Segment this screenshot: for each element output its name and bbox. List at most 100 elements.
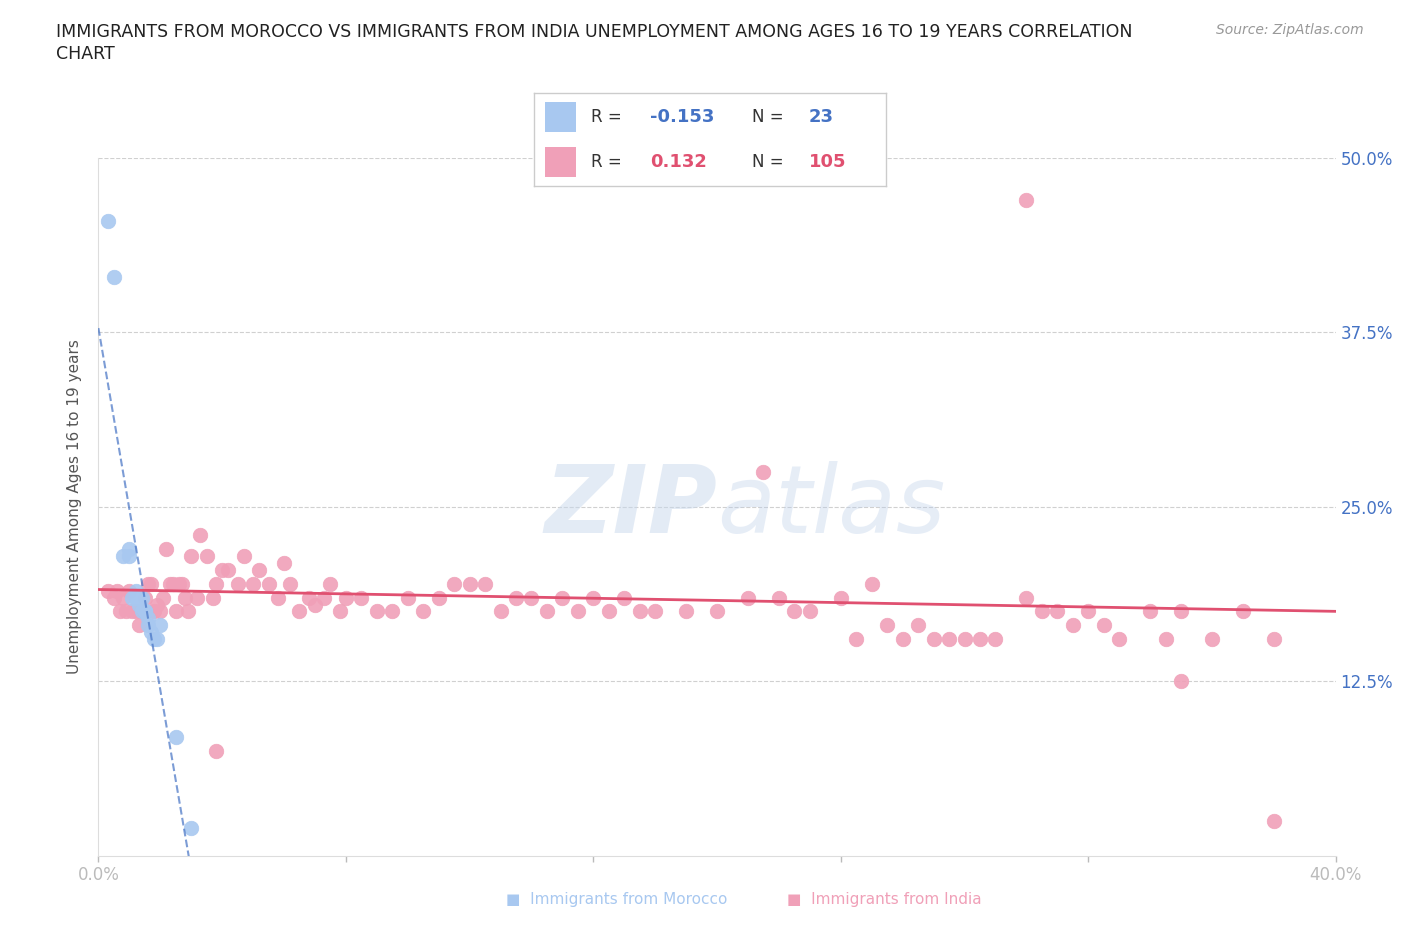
Point [136, 618, 159, 633]
Point [149, 618, 172, 633]
Point [1077, 604, 1099, 619]
Point [675, 604, 697, 619]
Point [969, 632, 991, 647]
Point [180, 549, 202, 564]
Point [505, 591, 527, 605]
Point [124, 604, 146, 619]
Point [242, 577, 264, 591]
Point [1232, 604, 1254, 619]
Point [335, 591, 357, 605]
Point [162, 577, 184, 591]
Point [112, 549, 135, 564]
Point [860, 165, 883, 179]
Point [551, 591, 574, 605]
Point [427, 591, 450, 605]
Point [136, 577, 159, 591]
Point [124, 583, 146, 598]
Point [186, 591, 208, 605]
Point [139, 625, 162, 640]
Point [108, 604, 131, 619]
Text: ■  Immigrants from Morocco: ■ Immigrants from Morocco [506, 892, 727, 907]
Point [134, 604, 156, 619]
Point [1154, 632, 1177, 647]
Point [1015, 591, 1038, 605]
Point [582, 591, 605, 605]
Point [1062, 618, 1084, 633]
Text: ZIP: ZIP [544, 461, 717, 552]
Point [103, 270, 125, 285]
Point [1031, 604, 1053, 619]
Point [752, 465, 775, 480]
Point [412, 604, 434, 619]
Point [443, 577, 465, 591]
Point [830, 591, 852, 605]
FancyBboxPatch shape [544, 147, 576, 177]
Point [232, 549, 254, 564]
Point [165, 729, 187, 744]
Point [177, 604, 200, 619]
Point [143, 632, 166, 647]
Point [1108, 632, 1130, 647]
Point [489, 604, 512, 619]
Point [226, 577, 249, 591]
Point [396, 591, 419, 605]
Text: -0.153: -0.153 [650, 108, 714, 126]
Point [131, 604, 153, 619]
Point [536, 604, 558, 619]
Point [121, 591, 143, 605]
Point [115, 604, 138, 619]
Point [257, 577, 280, 591]
Point [190, 527, 212, 542]
Point [984, 632, 1007, 647]
Point [155, 541, 177, 556]
Point [121, 604, 143, 619]
Text: R =: R = [591, 153, 631, 171]
Point [458, 577, 481, 591]
Point [195, 549, 218, 564]
Point [149, 604, 172, 619]
Point [112, 591, 135, 605]
Point [247, 562, 270, 577]
Point [167, 577, 190, 591]
Point [298, 591, 321, 605]
Point [1170, 604, 1192, 619]
Point [103, 591, 125, 605]
Point [288, 604, 311, 619]
Point [845, 632, 868, 647]
Point [174, 591, 197, 605]
Point [1015, 193, 1038, 207]
Point [128, 597, 150, 612]
Point [170, 577, 193, 591]
Point [134, 604, 156, 619]
Point [139, 577, 162, 591]
Point [211, 562, 233, 577]
Point [205, 577, 228, 591]
Text: N =: N = [752, 153, 789, 171]
Text: N =: N = [752, 108, 789, 126]
Point [783, 604, 806, 619]
Point [134, 591, 156, 605]
Point [131, 604, 153, 619]
Point [319, 577, 342, 591]
Point [267, 591, 290, 605]
Point [124, 591, 146, 605]
Point [278, 577, 301, 591]
Point [131, 591, 153, 605]
Point [1139, 604, 1161, 619]
Point [644, 604, 666, 619]
Point [706, 604, 728, 619]
Text: Source: ZipAtlas.com: Source: ZipAtlas.com [1216, 23, 1364, 37]
Point [143, 604, 166, 619]
Point [1092, 618, 1115, 633]
FancyBboxPatch shape [544, 102, 576, 132]
Point [146, 632, 169, 647]
Point [1263, 813, 1285, 829]
Point [598, 604, 620, 619]
Text: atlas: atlas [717, 461, 945, 552]
Point [876, 618, 898, 633]
Text: 0.132: 0.132 [650, 153, 707, 171]
Point [768, 591, 790, 605]
Point [329, 604, 352, 619]
Point [567, 604, 589, 619]
Point [799, 604, 821, 619]
